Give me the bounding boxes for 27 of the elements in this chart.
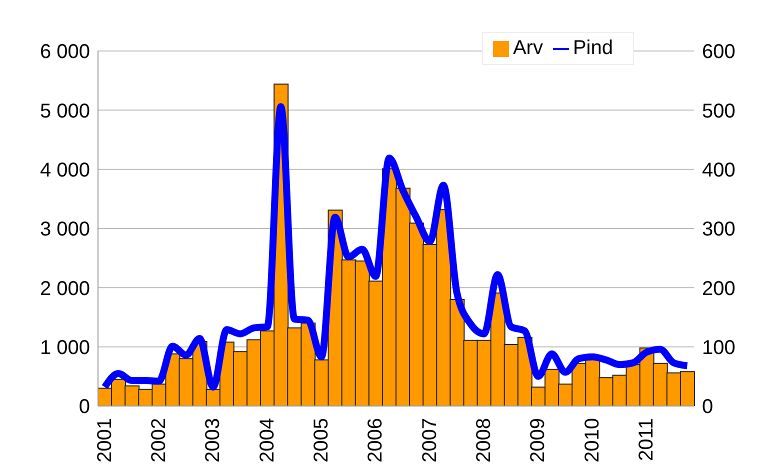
x-tick-label: 2008 (473, 418, 496, 462)
x-tick-label: 2001 (94, 418, 116, 462)
y2-tick-label: 400 (702, 159, 736, 182)
y2-tick-label: 200 (702, 278, 736, 300)
y-tick-label: 4 000 (40, 159, 90, 182)
x-tick-label: 2002 (148, 418, 170, 462)
y-tick-label: 0 (78, 396, 90, 418)
y2-tick-label: 500 (702, 100, 736, 122)
y-tick-label: 2 000 (40, 278, 90, 300)
x-tick-label: 2009 (527, 418, 550, 462)
y-tick-label: 5 000 (40, 100, 90, 122)
x-tick-label: 2003 (202, 418, 224, 462)
y-tick-label: 1 000 (40, 336, 90, 359)
x-tick-label: 2005 (310, 418, 332, 462)
legend-label: Pind (572, 37, 613, 59)
y2-tick-label: 600 (702, 41, 736, 64)
x-tick-label: 2004 (256, 418, 278, 462)
x-tick-label: 2010 (581, 418, 604, 462)
x-tick-label: 2011 (636, 418, 658, 462)
y2-tick-label: 0 (702, 396, 714, 418)
y-tick-label: 6 000 (40, 41, 90, 64)
y2-tick-label: 300 (702, 218, 736, 241)
x-tick-label: 2007 (418, 418, 441, 462)
x-tick-label: 2006 (364, 418, 387, 462)
y2-tick-label: 100 (702, 336, 736, 359)
legend-label: Arv (512, 37, 543, 59)
y-tick-label: 3 000 (40, 218, 90, 241)
